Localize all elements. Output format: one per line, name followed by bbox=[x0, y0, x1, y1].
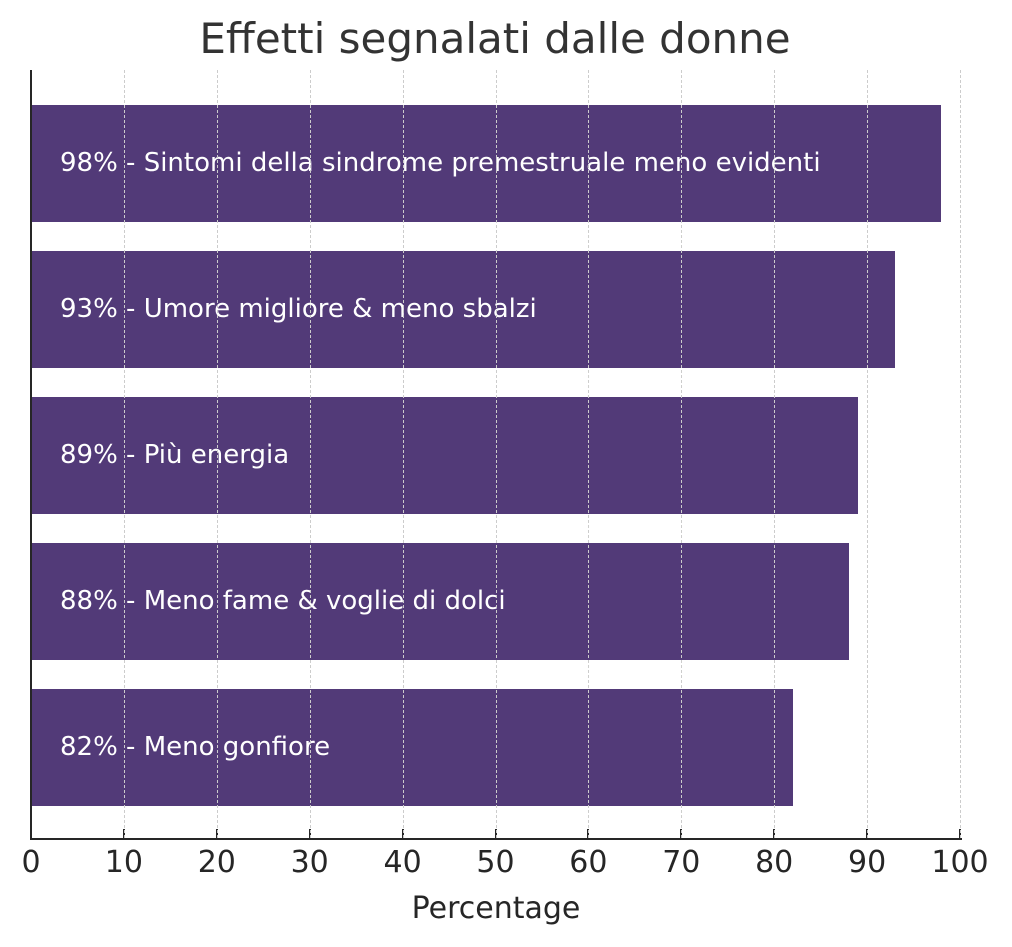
gridline bbox=[495, 70, 497, 838]
x-tick-label: 70 bbox=[662, 845, 701, 880]
x-axis-label: Percentage bbox=[411, 891, 581, 926]
y-axis-line bbox=[30, 70, 32, 840]
x-tick-label: 60 bbox=[569, 845, 608, 880]
gridline bbox=[123, 70, 125, 838]
x-tick-label: 50 bbox=[476, 845, 515, 880]
x-tick bbox=[30, 829, 32, 839]
chart-title: Effetti segnalati dalle donne bbox=[199, 14, 791, 63]
gridline bbox=[309, 70, 311, 838]
gridline bbox=[681, 70, 683, 838]
bar: 98% - Sintomi della sindrome premestrual… bbox=[32, 105, 942, 222]
bar: 82% - Meno gonfiore bbox=[32, 689, 793, 806]
gridline bbox=[960, 70, 961, 838]
gridline bbox=[216, 70, 218, 838]
x-tick-label: 100 bbox=[931, 845, 989, 880]
x-tick-label: 30 bbox=[290, 845, 329, 880]
bar-label: 82% - Meno gonfiore bbox=[60, 732, 331, 762]
gridline bbox=[774, 70, 776, 838]
bar-label: 98% - Sintomi della sindrome premestrual… bbox=[60, 148, 821, 178]
x-tick-label: 10 bbox=[104, 845, 143, 880]
bar-label: 88% - Meno fame & voglie di dolci bbox=[60, 586, 506, 616]
bar: 93% - Umore migliore & meno sbalzi bbox=[32, 251, 895, 368]
bar-label: 89% - Più energia bbox=[60, 440, 290, 470]
gridline bbox=[588, 70, 590, 838]
bar-label: 93% - Umore migliore & meno sbalzi bbox=[60, 294, 537, 324]
x-axis-line bbox=[30, 838, 962, 840]
gridline bbox=[402, 70, 404, 838]
bar: 89% - Più energia bbox=[32, 397, 858, 514]
x-tick-label: 80 bbox=[755, 845, 794, 880]
x-tick-label: 20 bbox=[197, 845, 236, 880]
x-tick-label: 0 bbox=[21, 845, 41, 880]
bar: 88% - Meno fame & voglie di dolci bbox=[32, 543, 849, 660]
x-tick-label: 90 bbox=[848, 845, 887, 880]
x-tick-label: 40 bbox=[383, 845, 422, 880]
gridline bbox=[867, 70, 869, 838]
